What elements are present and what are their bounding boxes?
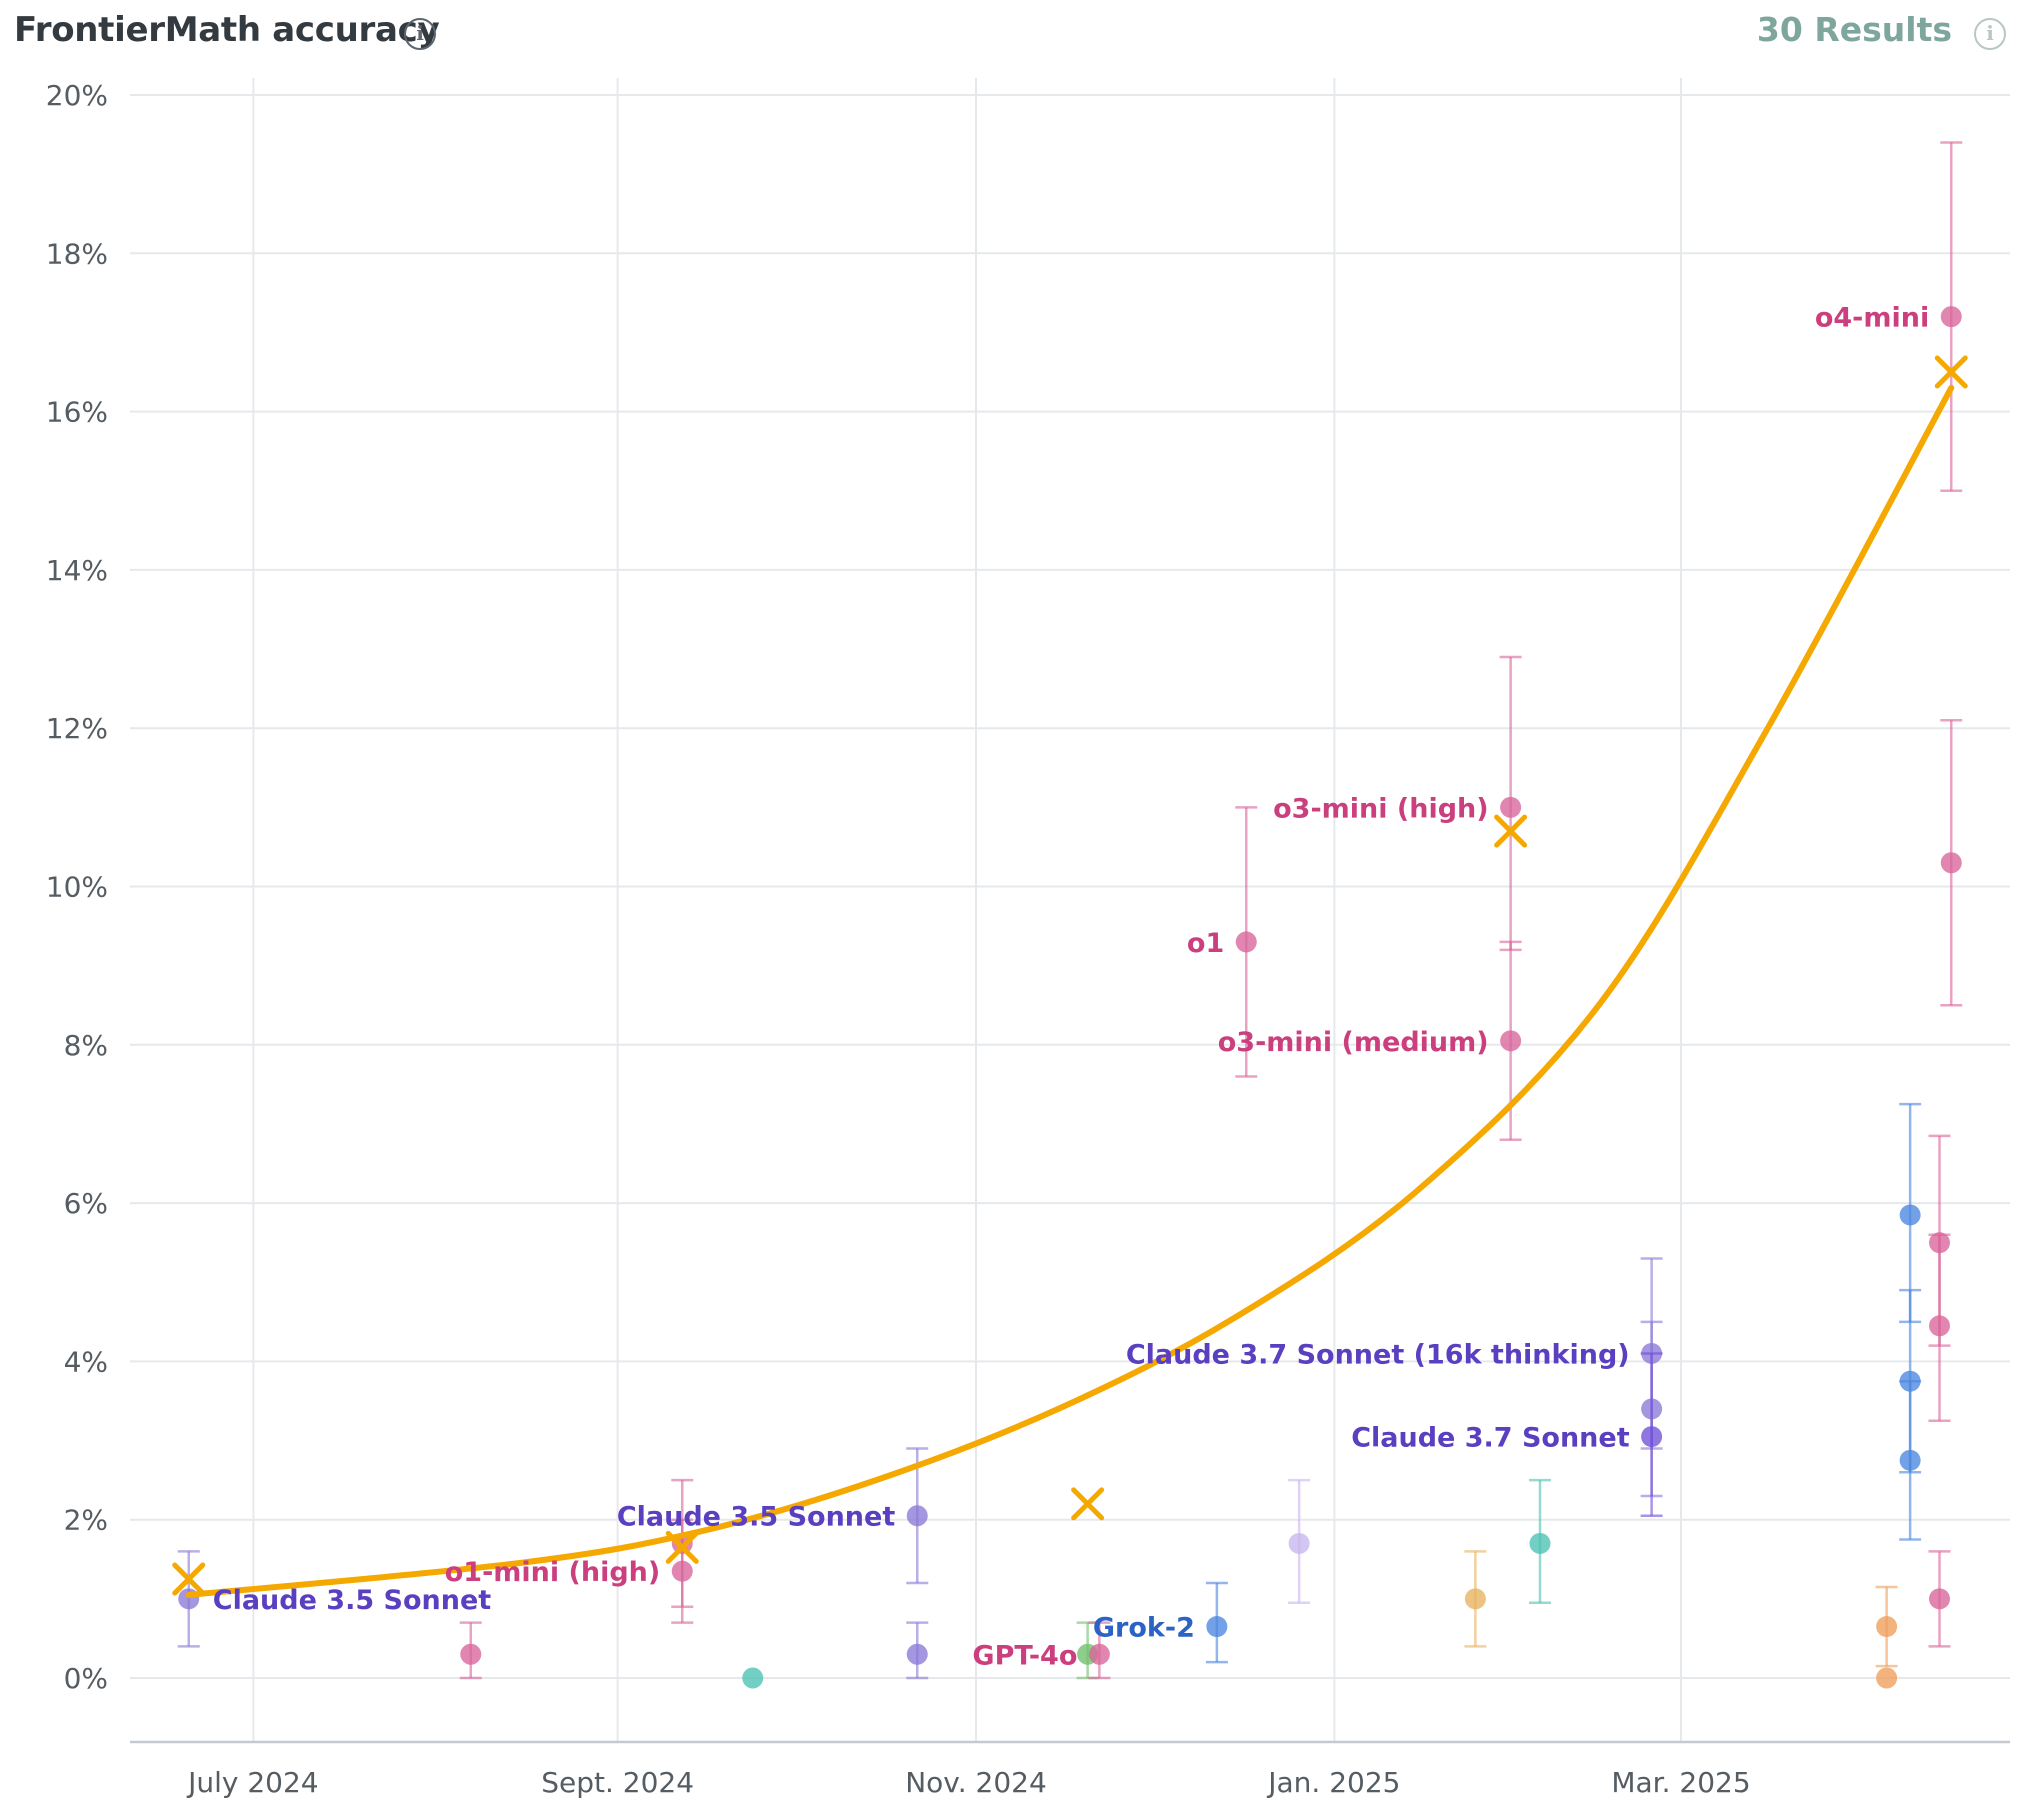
frontier-x-marker [1071, 1487, 1105, 1521]
y-tick-label: 2% [64, 1504, 108, 1537]
x-stroke [665, 1530, 699, 1564]
x-stroke [172, 1562, 206, 1596]
data-point [1876, 1667, 1898, 1689]
data-point [1641, 1426, 1663, 1448]
point-label: o3-mini (high) [1273, 793, 1489, 824]
results-info-icon[interactable]: i [1974, 18, 2006, 50]
y-tick-label: 20% [46, 79, 108, 112]
data-point [1899, 1204, 1921, 1226]
x-tick-label: Mar. 2025 [1611, 1766, 1750, 1799]
point-label: Claude 3.5 Sonnet [617, 1502, 896, 1533]
frontier-x-marker [1494, 814, 1528, 848]
data-point [1464, 1588, 1486, 1610]
data-point [906, 1643, 928, 1665]
data-point [1940, 852, 1962, 874]
y-tick-label: 6% [64, 1187, 108, 1220]
y-tick-label: 4% [64, 1345, 108, 1378]
data-point [460, 1643, 482, 1665]
frontier-x-marker [665, 1530, 699, 1564]
x-tick-label: July 2024 [186, 1766, 319, 1799]
grid-lines [130, 78, 2010, 1742]
x-stroke [1494, 814, 1528, 848]
x-stroke [1071, 1487, 1105, 1521]
data-point [1500, 1030, 1522, 1052]
data-point [1929, 1315, 1950, 1337]
info-icon[interactable]: i [404, 18, 436, 50]
point-label: o4-mini [1815, 303, 1929, 334]
axes: 0% 2% 4% 6% 8% 10% 12% 14% 16% 18% 20% July 2024 Sep… [46, 79, 2010, 1799]
y-tick-label: 16% [46, 396, 108, 429]
x-tick-label: Sept. 2024 [541, 1766, 694, 1799]
point-label: o1 [1187, 928, 1224, 959]
trend-layer [172, 355, 1968, 1598]
point-label: GPT-4o [972, 1640, 1077, 1671]
data-point [671, 1560, 693, 1582]
data-point [1529, 1532, 1551, 1554]
data-points [177, 141, 1963, 1689]
data-point [1235, 931, 1257, 953]
chart-header: FrontierMath accuracy i 30 Results i [0, 0, 2022, 70]
y-tick-label: 18% [46, 237, 108, 270]
point-label: Claude 3.7 Sonnet [1351, 1423, 1630, 1454]
chart-title: FrontierMath accuracy [14, 10, 440, 50]
data-point [1899, 1449, 1921, 1471]
x-tick-label: Jan. 2025 [1266, 1766, 1400, 1799]
y-tick-label: 14% [46, 554, 108, 587]
x-tick-label: Nov. 2024 [905, 1766, 1047, 1799]
point-label: o1-mini (high) [445, 1557, 661, 1588]
data-point [1206, 1616, 1228, 1638]
data-point [1940, 306, 1962, 328]
point-label: o3-mini (medium) [1218, 1027, 1489, 1058]
trend-curve [185, 384, 1955, 1598]
data-point [1929, 1588, 1950, 1610]
data-point [1288, 1532, 1310, 1554]
data-point [1876, 1616, 1898, 1638]
point-label: Claude 3.5 Sonnet [213, 1585, 492, 1616]
frontier-x-marker [1934, 355, 1968, 389]
data-point [906, 1505, 928, 1527]
data-point [1500, 796, 1522, 818]
point-label: Grok-2 [1093, 1613, 1195, 1644]
data-point [1088, 1643, 1110, 1665]
data-point [742, 1667, 764, 1689]
y-tick-label: 12% [46, 712, 108, 745]
y-tick-label: 0% [64, 1662, 108, 1695]
results-count: 30 Results [1756, 10, 1952, 49]
y-tick-label: 8% [64, 1029, 108, 1062]
x-stroke [1934, 355, 1968, 389]
point-label: Claude 3.7 Sonnet (16k thinking) [1126, 1339, 1630, 1370]
y-tick-label: 10% [46, 871, 108, 904]
frontier-x-marker [172, 1562, 206, 1596]
